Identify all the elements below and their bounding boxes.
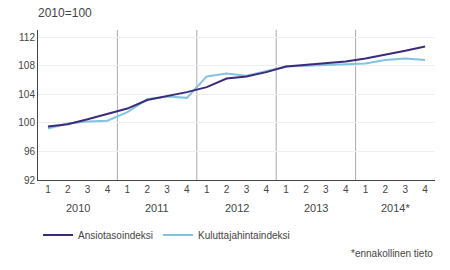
svg-text:112: 112 (19, 32, 35, 43)
svg-text:Ansiotasoindeksi: Ansiotasoindeksi (78, 230, 153, 241)
svg-text:2012: 2012 (225, 202, 249, 214)
svg-text:92: 92 (24, 175, 36, 186)
svg-text:4: 4 (422, 184, 428, 195)
svg-text:1: 1 (125, 184, 131, 195)
svg-text:1: 1 (204, 184, 210, 195)
svg-text:108: 108 (18, 60, 35, 71)
svg-text:3: 3 (85, 184, 91, 195)
svg-text:104: 104 (18, 89, 35, 100)
svg-text:*ennakollinen tieto: *ennakollinen tieto (351, 248, 433, 259)
svg-text:96: 96 (24, 146, 36, 157)
svg-text:1: 1 (45, 184, 51, 195)
svg-text:2: 2 (303, 184, 309, 195)
svg-text:Kuluttajahintaindeksi: Kuluttajahintaindeksi (198, 230, 290, 241)
svg-text:1: 1 (363, 184, 369, 195)
svg-text:3: 3 (402, 184, 408, 195)
svg-text:4: 4 (105, 184, 111, 195)
svg-text:2: 2 (144, 184, 150, 195)
svg-text:3: 3 (244, 184, 250, 195)
svg-text:4: 4 (184, 184, 190, 195)
svg-text:3: 3 (323, 184, 329, 195)
svg-text:2: 2 (383, 184, 389, 195)
svg-text:2010: 2010 (66, 202, 90, 214)
svg-text:2: 2 (65, 184, 71, 195)
svg-text:1: 1 (283, 184, 289, 195)
svg-text:2010=100: 2010=100 (38, 6, 92, 20)
svg-text:4: 4 (263, 184, 269, 195)
svg-text:2014*: 2014* (381, 202, 410, 214)
svg-text:100: 100 (18, 117, 35, 128)
svg-text:2013: 2013 (304, 202, 328, 214)
svg-text:4: 4 (343, 184, 349, 195)
svg-text:3: 3 (164, 184, 170, 195)
svg-text:2: 2 (224, 184, 230, 195)
svg-text:2011: 2011 (145, 202, 169, 214)
